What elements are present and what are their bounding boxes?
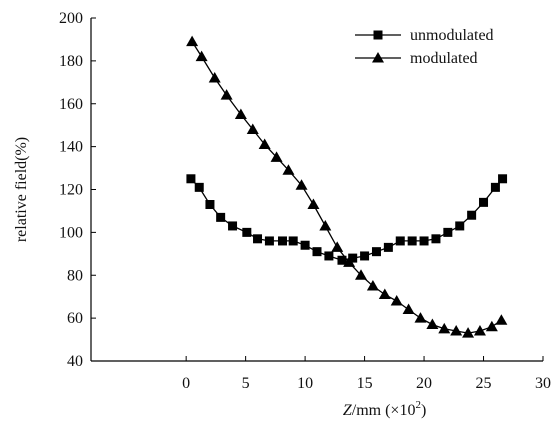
ticks: 40 60 80 100 120 140 160 180 200 0 5 10 15 20 25 30 xyxy=(59,10,551,392)
legend-label-modulated: modulated xyxy=(410,50,478,67)
y-tick-label: 40 xyxy=(67,353,83,370)
modulated-point xyxy=(390,294,403,306)
modulated-point xyxy=(495,314,508,325)
unmodulated-point xyxy=(419,236,429,246)
unmodulated-point xyxy=(324,251,334,261)
legend-label-unmodulated: unmodulated xyxy=(410,27,494,44)
x-axis-label: Z/mm (×102) xyxy=(343,399,426,419)
unmodulated-point xyxy=(479,197,489,207)
modulated-point xyxy=(220,89,233,100)
modulated-point xyxy=(307,198,320,210)
legend: unmodulated modulated xyxy=(355,27,494,67)
unmodulated-point xyxy=(312,247,322,257)
unmodulated-point xyxy=(383,242,393,252)
unmodulated-point xyxy=(216,212,226,222)
modulated-point xyxy=(282,164,295,175)
modulated-point xyxy=(331,241,344,252)
modulated-point xyxy=(343,256,356,267)
y-tick-label: 60 xyxy=(67,310,83,327)
unmodulated-point xyxy=(228,221,238,231)
x-axis-label-close: ) xyxy=(421,402,426,419)
modulated-point xyxy=(402,303,415,315)
modulated-point xyxy=(438,322,451,334)
x-tick-label: 10 xyxy=(297,375,313,392)
unmodulated-point xyxy=(300,240,310,250)
x-tick-label: 15 xyxy=(357,375,373,392)
x-tick-label: 20 xyxy=(416,375,432,392)
unmodulated-point xyxy=(467,210,477,220)
y-tick-label: 200 xyxy=(59,10,83,27)
modulated-point xyxy=(195,50,208,62)
modulated-point xyxy=(246,123,259,134)
unmodulated-point xyxy=(371,247,381,257)
x-tick-label: 30 xyxy=(535,375,551,392)
modulated-point xyxy=(234,108,247,119)
x-tick-label: 5 xyxy=(242,375,250,392)
y-tick-label: 80 xyxy=(67,267,83,284)
y-tick-label: 180 xyxy=(59,53,83,70)
unmodulated-point xyxy=(194,182,204,192)
x-tick-label: 25 xyxy=(476,375,492,392)
modulated-point xyxy=(319,219,332,231)
legend-marker-modulated xyxy=(372,52,384,63)
series-modulated xyxy=(186,35,508,338)
modulated-point xyxy=(485,320,498,332)
modulated-point xyxy=(426,318,439,330)
modulated-point xyxy=(295,179,308,190)
unmodulated-point xyxy=(443,227,453,237)
modulated-point xyxy=(270,151,283,162)
unmodulated-point xyxy=(205,200,215,210)
modulated-point xyxy=(473,324,486,336)
modulated-point xyxy=(208,72,221,83)
unmodulated-point xyxy=(264,236,274,246)
modulated-point xyxy=(355,269,368,280)
unmodulated-point xyxy=(348,253,358,263)
unmodulated-point xyxy=(360,251,370,261)
unmodulated-point xyxy=(253,234,263,244)
modulated-point xyxy=(186,35,199,47)
modulated-point xyxy=(258,138,271,149)
unmodulated-point xyxy=(242,227,252,237)
unmodulated-point xyxy=(337,255,347,265)
modulated-point xyxy=(366,279,379,291)
unmodulated-line xyxy=(190,178,504,261)
series-layer xyxy=(186,35,508,338)
modulated-point xyxy=(462,327,475,338)
y-tick-label: 140 xyxy=(59,139,83,156)
unmodulated-point xyxy=(431,234,441,244)
x-axis-label-unit: /mm (×10 xyxy=(352,402,416,419)
modulated-point xyxy=(414,312,427,323)
modulated-point xyxy=(378,288,391,300)
x-tick-label: 0 xyxy=(182,375,190,392)
axes xyxy=(90,18,543,362)
y-tick-label: 160 xyxy=(59,96,83,113)
legend-marker-unmodulated xyxy=(373,30,383,40)
unmodulated-point xyxy=(288,236,298,246)
y-axis-label: relative field(%) xyxy=(13,137,30,242)
unmodulated-point xyxy=(278,236,288,246)
y-tick-label: 120 xyxy=(59,182,83,199)
unmodulated-point xyxy=(490,182,500,192)
unmodulated-point xyxy=(455,221,465,231)
series-unmodulated xyxy=(186,174,508,265)
unmodulated-point xyxy=(498,174,508,184)
modulated-line xyxy=(191,41,502,334)
unmodulated-point xyxy=(186,174,196,184)
unmodulated-point xyxy=(407,236,417,246)
x-axis-label-sup: 2 xyxy=(415,399,421,411)
y-tick-label: 100 xyxy=(59,224,83,241)
unmodulated-point xyxy=(395,236,405,246)
x-axis-label-italic: Z xyxy=(343,402,353,419)
modulated-point xyxy=(450,324,463,336)
